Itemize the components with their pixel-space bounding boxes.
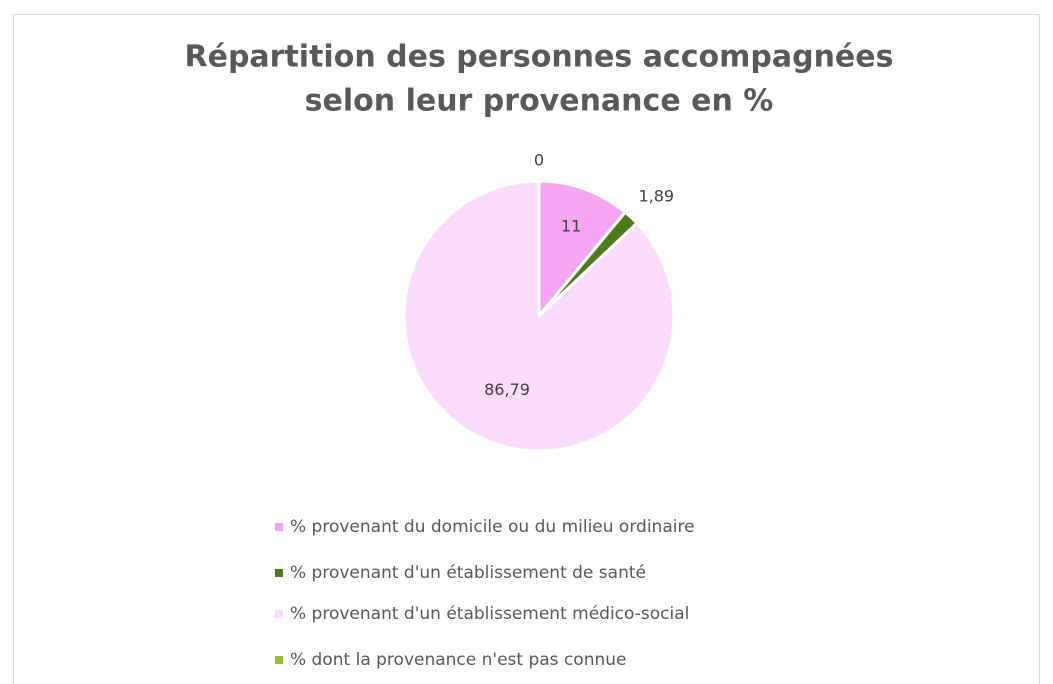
legend-label: % provenant d'un établissement de santé [290,563,646,583]
chart-title: selon leur provenance en % [305,84,774,119]
data-label: 86,79 [484,380,530,399]
legend-swatch [275,569,283,577]
legend-swatch [275,610,283,618]
legend-swatch [275,523,283,531]
data-label: 0 [534,151,544,170]
legend-label: % provenant du domicile ou du milieu ord… [290,517,695,537]
legend-swatch [275,656,283,664]
chart-title: Répartition des personnes accompagnées [185,40,894,75]
legend-label: % provenant d'un établissement médico-so… [290,604,689,624]
data-label: 11 [561,217,581,236]
legend-label: % dont la provenance n'est pas connue [290,650,626,670]
data-label: 1,89 [638,187,674,206]
pie-slice [537,179,628,321]
